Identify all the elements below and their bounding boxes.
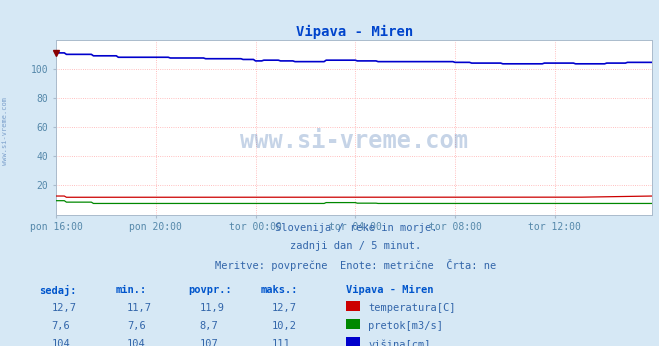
- Text: 11,9: 11,9: [200, 303, 225, 313]
- Text: 104: 104: [51, 339, 70, 346]
- Text: 12,7: 12,7: [51, 303, 76, 313]
- Text: temperatura[C]: temperatura[C]: [368, 303, 456, 313]
- Text: 7,6: 7,6: [51, 321, 70, 331]
- Text: Slovenija / reke in morje.: Slovenija / reke in morje.: [275, 223, 437, 233]
- Text: min.:: min.:: [115, 285, 146, 295]
- Text: 11,7: 11,7: [127, 303, 152, 313]
- Text: Vipava - Miren: Vipava - Miren: [346, 285, 434, 295]
- Text: 10,2: 10,2: [272, 321, 297, 331]
- Text: sedaj:: sedaj:: [40, 285, 77, 297]
- Text: 111: 111: [272, 339, 291, 346]
- Text: 7,6: 7,6: [127, 321, 146, 331]
- Text: www.si-vreme.com: www.si-vreme.com: [241, 129, 468, 153]
- Text: zadnji dan / 5 minut.: zadnji dan / 5 minut.: [290, 241, 422, 251]
- Text: Meritve: povprečne  Enote: metrične  Črta: ne: Meritve: povprečne Enote: metrične Črta:…: [215, 259, 496, 271]
- Text: 12,7: 12,7: [272, 303, 297, 313]
- Text: 8,7: 8,7: [200, 321, 218, 331]
- Text: 107: 107: [200, 339, 218, 346]
- Text: povpr.:: povpr.:: [188, 285, 231, 295]
- Title: Vipava - Miren: Vipava - Miren: [296, 25, 413, 39]
- Text: maks.:: maks.:: [260, 285, 298, 295]
- Text: 104: 104: [127, 339, 146, 346]
- Text: pretok[m3/s]: pretok[m3/s]: [368, 321, 444, 331]
- Text: www.si-vreme.com: www.si-vreme.com: [2, 98, 9, 165]
- Text: višina[cm]: višina[cm]: [368, 339, 431, 346]
